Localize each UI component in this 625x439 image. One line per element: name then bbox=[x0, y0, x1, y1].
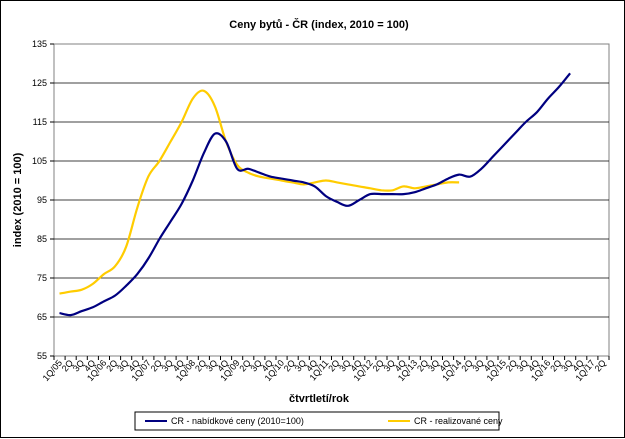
y-tick-label: 125 bbox=[32, 78, 47, 88]
y-tick-label: 115 bbox=[33, 117, 47, 127]
y-axis-ticks: 55 65 75 85 95 105 115 125 135 bbox=[32, 39, 54, 361]
y-tick-label: 135 bbox=[32, 39, 47, 49]
y-tick-label: 65 bbox=[37, 312, 47, 322]
x-tick-label: 1Q/05 bbox=[41, 358, 64, 383]
x-axis-title: čtvrtletí/rok bbox=[289, 393, 350, 405]
gridlines bbox=[54, 82, 609, 318]
y-axis-title: index (2010 = 100) bbox=[12, 152, 24, 247]
series-line-nabidkove-ceny bbox=[59, 72, 571, 317]
chart-title: Ceny bytů - ČR (index, 2010 = 100) bbox=[229, 18, 409, 31]
legend-label-nabidkove: CR - nabídkové ceny (2010=100) bbox=[171, 416, 304, 426]
legend bbox=[134, 411, 500, 431]
y-tick-label: 55 bbox=[37, 351, 47, 361]
y-tick-label: 95 bbox=[37, 195, 47, 205]
series-line-realizovane-ceny bbox=[59, 89, 460, 295]
legend-label-realizovane: CR - realizované ceny bbox=[414, 416, 503, 426]
x-tick-label: 2Q bbox=[593, 358, 608, 374]
y-tick-label: 85 bbox=[37, 234, 47, 244]
y-tick-label: 105 bbox=[32, 156, 47, 166]
series-layer bbox=[59, 72, 571, 317]
x-axis-ticks: 1Q/052Q3Q4Q1Q/062Q3Q4Q1Q/072Q3Q4Q1Q/082Q… bbox=[41, 356, 610, 383]
y-tick-label: 75 bbox=[37, 273, 47, 283]
